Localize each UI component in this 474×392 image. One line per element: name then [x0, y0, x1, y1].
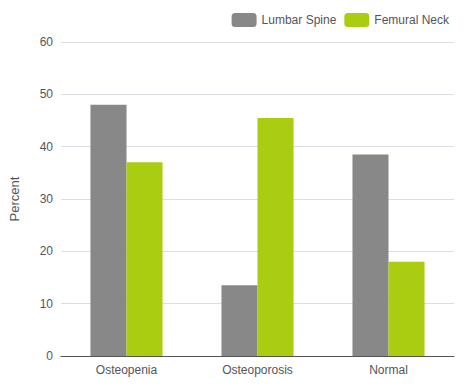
svg-text:20: 20 — [40, 244, 54, 258]
svg-text:60: 60 — [40, 35, 54, 49]
svg-text:30: 30 — [40, 192, 54, 206]
svg-text:Osteoporosis: Osteoporosis — [222, 363, 293, 377]
svg-text:Percent: Percent — [7, 176, 22, 221]
svg-text:0: 0 — [46, 349, 53, 363]
svg-text:Lumbar Spine: Lumbar Spine — [262, 13, 337, 27]
svg-text:Femural Neck: Femural Neck — [374, 13, 450, 27]
svg-text:10: 10 — [40, 297, 54, 311]
svg-text:50: 50 — [40, 87, 54, 101]
svg-text:Normal: Normal — [369, 363, 408, 377]
svg-text:Osteopenia: Osteopenia — [96, 363, 158, 377]
svg-text:40: 40 — [40, 140, 54, 154]
